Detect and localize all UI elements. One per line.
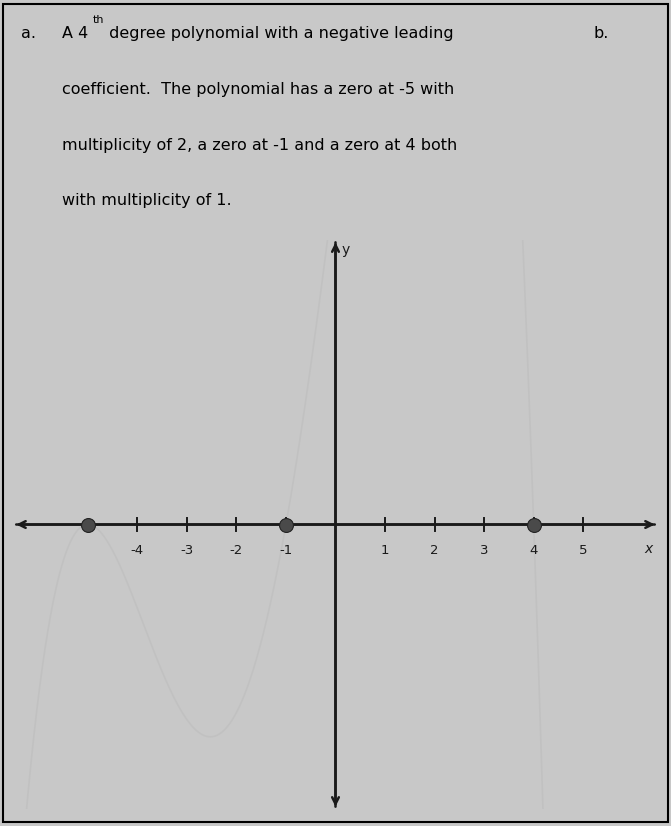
Point [280,518,291,531]
Text: A 4: A 4 [62,26,88,41]
Text: -1: -1 [279,544,293,557]
Text: -4: -4 [131,544,144,557]
Point [83,518,93,531]
Text: 2: 2 [430,544,439,557]
Text: with multiplicity of 1.: with multiplicity of 1. [62,193,231,208]
Text: y: y [342,243,350,257]
Text: -2: -2 [229,544,243,557]
Text: b.: b. [594,26,609,41]
Text: 3: 3 [480,544,488,557]
Text: 5: 5 [579,544,588,557]
Text: -3: -3 [180,544,193,557]
Text: 1: 1 [381,544,389,557]
Text: a.: a. [21,26,36,41]
Text: x: x [644,542,653,556]
Point [528,518,539,531]
Text: multiplicity of 2, a zero at -1 and a zero at 4 both: multiplicity of 2, a zero at -1 and a ze… [62,138,457,153]
Text: degree polynomial with a negative leading: degree polynomial with a negative leadin… [104,26,454,41]
Text: 4: 4 [529,544,538,557]
Text: coefficient.  The polynomial has a zero at -5 with: coefficient. The polynomial has a zero a… [62,82,454,97]
Text: th: th [93,15,104,25]
